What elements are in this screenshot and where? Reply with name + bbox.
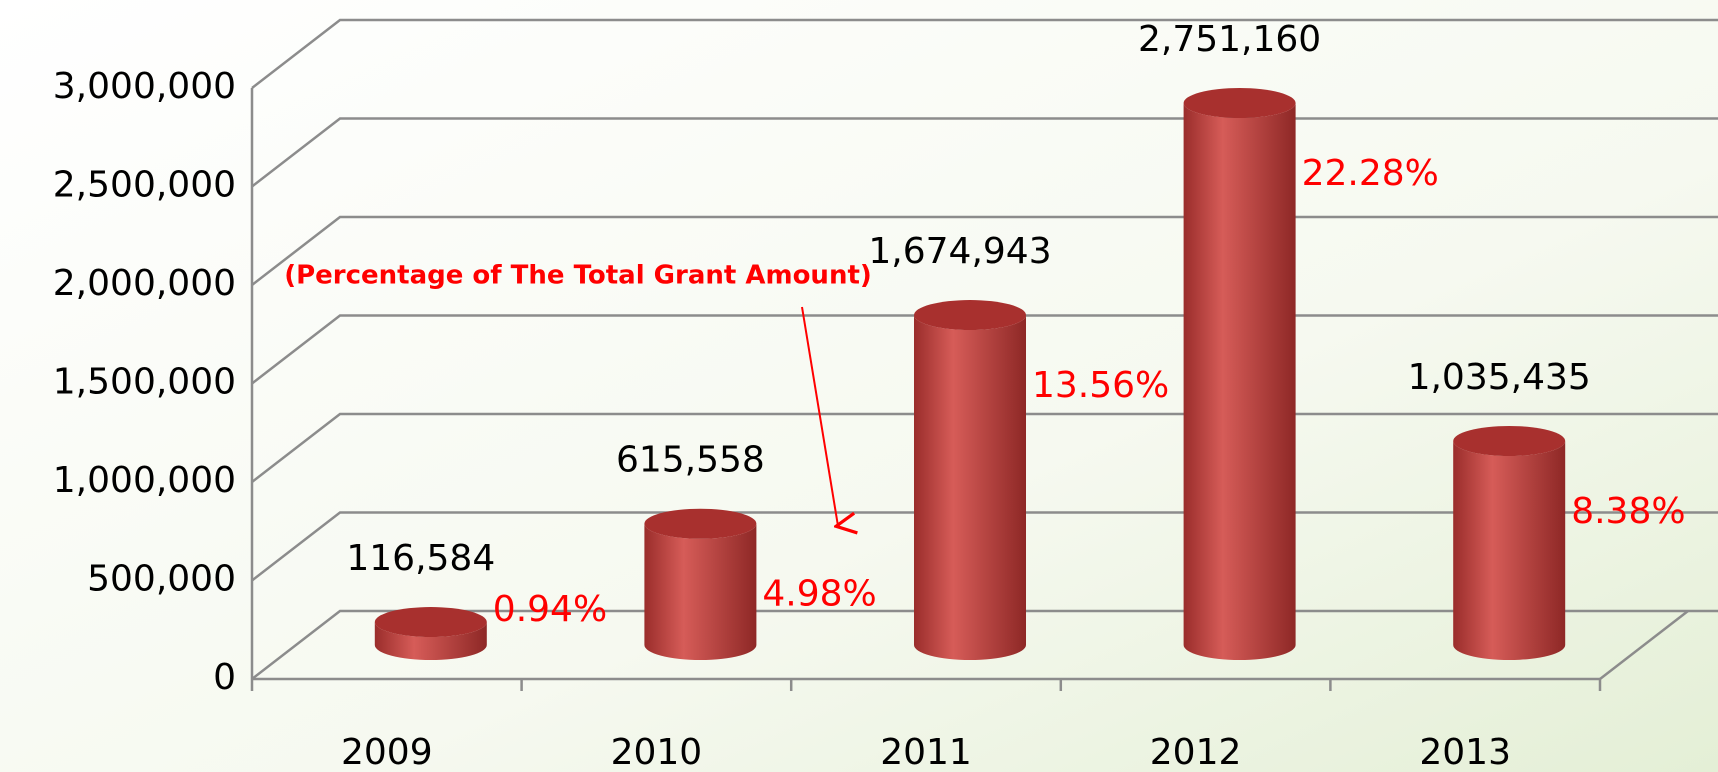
value-label: 615,558 bbox=[616, 440, 765, 481]
bar-top bbox=[1453, 426, 1566, 457]
percentage-label: 22.28% bbox=[1302, 153, 1439, 194]
y-tick-label: 2,500,000 bbox=[53, 165, 236, 206]
y-tick-label: 3,000,000 bbox=[53, 66, 236, 107]
y-tick-label: 2,000,000 bbox=[53, 263, 236, 304]
value-label: 116,584 bbox=[346, 538, 495, 579]
percentage-label: 4.98% bbox=[762, 574, 876, 615]
bar bbox=[1453, 441, 1566, 661]
percentage-label: 0.94% bbox=[493, 589, 607, 630]
bar-top bbox=[1183, 88, 1296, 119]
annotation: (Percentage of The Total Grant Amount) bbox=[284, 261, 872, 291]
bar bbox=[914, 315, 1026, 660]
y-tick-label: 500,000 bbox=[87, 559, 236, 600]
annotation-arrow bbox=[801, 306, 838, 526]
bar-top bbox=[644, 508, 757, 539]
bar bbox=[644, 523, 757, 661]
floor-edge bbox=[1599, 610, 1689, 680]
y-tick-label: 1,500,000 bbox=[53, 362, 236, 403]
x-tick-label: 2010 bbox=[611, 732, 703, 772]
bar bbox=[374, 622, 487, 661]
y-tick-label: 1,000,000 bbox=[53, 460, 236, 501]
x-tick-label: 2012 bbox=[1150, 732, 1242, 772]
value-label: 1,674,943 bbox=[868, 231, 1051, 272]
x-tick-label: 2011 bbox=[880, 732, 972, 772]
percentage-label: 13.56% bbox=[1032, 365, 1169, 406]
value-label: 1,035,435 bbox=[1408, 357, 1591, 398]
percentage-label: 8.38% bbox=[1571, 491, 1685, 532]
x-tick-label: 2009 bbox=[341, 732, 433, 772]
bar-top bbox=[914, 300, 1026, 331]
bar-top bbox=[374, 607, 487, 638]
bar bbox=[1183, 103, 1296, 661]
y-tick-label: 0 bbox=[213, 657, 236, 698]
value-label: 2,751,160 bbox=[1138, 19, 1321, 60]
x-tick-label: 2013 bbox=[1419, 732, 1511, 772]
grid-line bbox=[251, 18, 1718, 89]
